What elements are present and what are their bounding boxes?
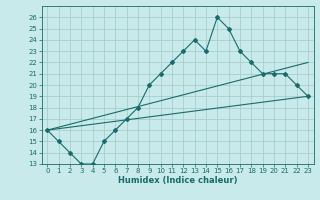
X-axis label: Humidex (Indice chaleur): Humidex (Indice chaleur) — [118, 176, 237, 185]
